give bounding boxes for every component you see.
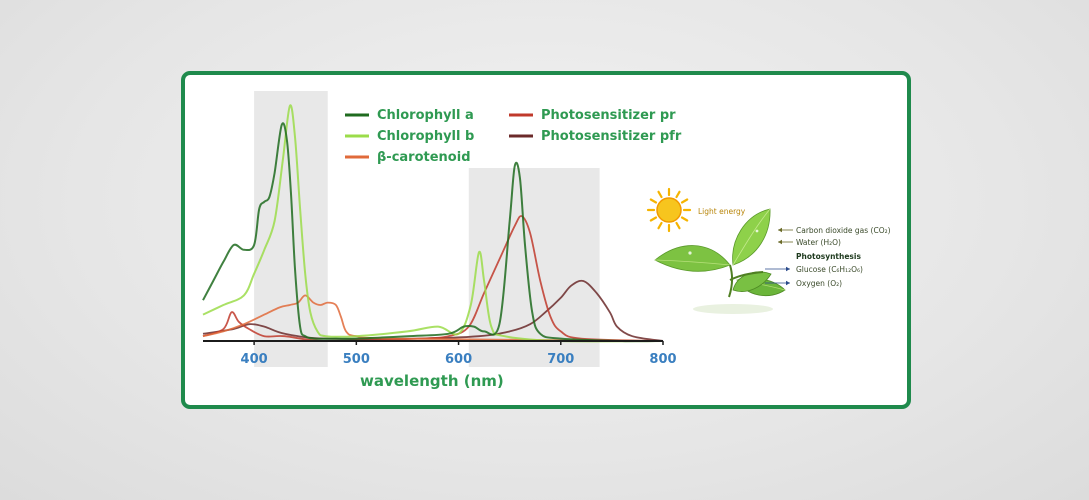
sun-ray (649, 216, 658, 222)
sun-ray (657, 221, 663, 230)
x-tick-label: 400 (241, 352, 268, 367)
shaded-band-2 (468, 168, 600, 367)
sun-ray (657, 190, 663, 199)
sun-icon (646, 187, 692, 233)
shaded-band-1 (254, 91, 328, 367)
sun-ray (649, 198, 658, 204)
water-label: Water (H₂O) (796, 238, 841, 247)
leaf-shadow (693, 304, 773, 314)
sun-ray (680, 216, 689, 222)
x-tick-label: 600 (445, 352, 472, 367)
series-line-chlorophyll-a (202, 122, 664, 343)
photosynthesis-label: Photosynthesis (796, 252, 861, 261)
x-tick-label: 500 (343, 352, 370, 367)
legend-label: Chlorophyll a (377, 108, 474, 123)
photosynthesis-diagram: Light energy (646, 187, 891, 314)
sun-ray (675, 221, 681, 230)
leaf-icon (654, 208, 786, 298)
x-tick-label: 700 (547, 352, 574, 367)
co2-label: Carbon dioxide gas (CO₂) (796, 226, 891, 235)
chart-card: 400 500 600 700 800 wavelength (nm) Chloroph… (181, 71, 911, 409)
legend-label: Chlorophyll b (377, 129, 474, 144)
x-tick-label: 800 (649, 352, 676, 367)
series-line-photosensitizer-pfr (202, 279, 664, 342)
oxygen-label: Oxygen (O₂) (796, 279, 842, 288)
x-axis-label: wavelength (nm) (360, 372, 504, 390)
absorption-spectrum-chart: 400 500 600 700 800 wavelength (nm) Chloroph… (202, 91, 891, 390)
legend-label: Photosensitizer pr (541, 108, 676, 123)
legend-label: Photosensitizer pfr (541, 129, 682, 144)
series-line-chlorophyll-b (202, 104, 664, 343)
sun-ray (680, 198, 689, 204)
glucose-label: Glucose (C₆H₁₂O₆) (796, 265, 863, 274)
light-energy-label: Light energy (698, 207, 746, 216)
legend-label: β-carotenoid (377, 150, 471, 165)
sun-ray (675, 190, 681, 199)
